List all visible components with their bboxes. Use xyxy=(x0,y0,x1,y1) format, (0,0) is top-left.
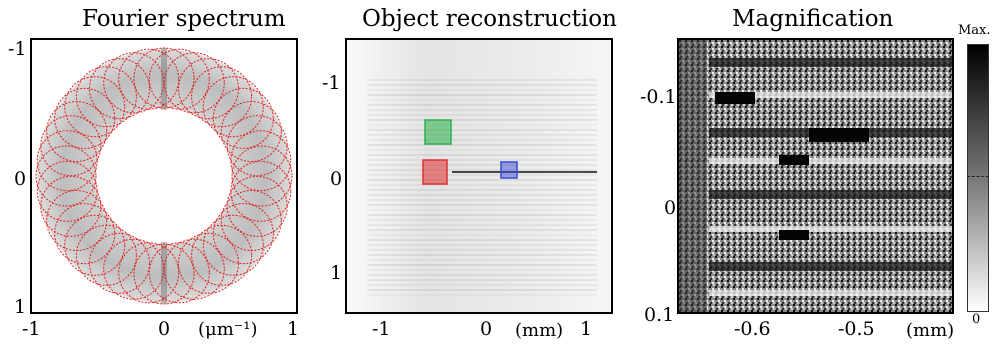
epicycle-loop xyxy=(133,243,195,305)
epicycle-loop xyxy=(231,145,293,207)
epicycle-trace xyxy=(35,47,293,305)
vertical-streak-top xyxy=(161,48,167,110)
panel2-title: Object reconstruction xyxy=(362,6,617,32)
epicycle-loop xyxy=(230,160,292,222)
fourier-spectrum-plot xyxy=(30,38,298,314)
p3-ytick-neg01: -0.1 xyxy=(640,86,677,108)
epicycle-loop xyxy=(178,58,239,120)
annulus-hole xyxy=(96,108,232,244)
epicycle-loop xyxy=(191,224,253,286)
p2-xtick-1: 1 xyxy=(580,318,593,340)
magnification-dark-block xyxy=(715,92,755,104)
magnification-band xyxy=(709,92,952,98)
epicycle-loop xyxy=(202,214,264,276)
p3-xtick-neg06: -0.6 xyxy=(734,318,771,340)
epicycle-loop xyxy=(220,101,282,162)
epicycle-loop xyxy=(54,87,116,149)
epicycle-loop xyxy=(226,175,288,237)
epicycle-loop xyxy=(64,76,126,138)
epicycle-loop xyxy=(46,190,108,251)
epicycle-loop xyxy=(133,47,195,109)
p2-unit: (mm) xyxy=(515,320,564,341)
magnification-band xyxy=(709,158,952,164)
object-background xyxy=(347,40,611,312)
p1-unit: (μm⁻¹) xyxy=(198,319,258,340)
object-streaks xyxy=(367,79,597,296)
vertical-streak-bottom xyxy=(161,242,167,304)
epicycle-loop xyxy=(35,145,97,207)
p2-xtick-neg1: -1 xyxy=(372,318,391,340)
epicycle-loop xyxy=(163,52,225,114)
epicycle-loop xyxy=(36,160,98,222)
p3-ytick-01: 0.1 xyxy=(644,304,675,326)
magnification-plot xyxy=(677,38,954,314)
p3-unit: (mm) xyxy=(906,320,955,341)
epicycle-loop xyxy=(89,58,150,120)
p2-ytick-neg1: -1 xyxy=(322,72,341,94)
p1-ytick-0: 0 xyxy=(14,168,27,190)
magnification-band xyxy=(709,58,952,67)
fourier-spectrum-svg xyxy=(35,47,293,305)
green-box xyxy=(424,119,452,145)
colorbar-midtick xyxy=(967,176,989,177)
p2-ytick-0: 0 xyxy=(330,168,343,190)
magnification-svg xyxy=(679,40,952,312)
magnification-left-column xyxy=(679,40,707,312)
red-box xyxy=(422,159,448,185)
epicycle-loop xyxy=(40,175,102,237)
object-reconstruction-plot xyxy=(345,38,613,314)
p1-xtick-neg1: -1 xyxy=(22,318,41,340)
epicycle-loop xyxy=(103,238,165,300)
p1-xtick-0: 0 xyxy=(158,318,171,340)
magnification-dark-block xyxy=(809,128,869,142)
epicycle-loop xyxy=(54,203,116,265)
epicycle-loop xyxy=(40,115,102,177)
magnification-band xyxy=(709,190,952,199)
epicycle-loop xyxy=(103,52,165,114)
magnification-dark-block xyxy=(779,230,809,240)
p2-ytick-1: 1 xyxy=(330,262,343,284)
object-reconstruction-svg xyxy=(347,40,611,312)
magnification-background xyxy=(679,40,952,312)
magnification-band xyxy=(709,290,952,296)
p3-ytick-0: 0 xyxy=(664,197,677,219)
magnification-dark-block xyxy=(779,155,809,165)
colorbar xyxy=(967,44,989,312)
p3-xtick-neg05: -0.5 xyxy=(838,318,875,340)
p1-ytick-1: 1 xyxy=(14,296,27,318)
p1-xtick-1: 1 xyxy=(287,318,300,340)
epicycle-loop xyxy=(230,130,292,192)
epicycle-loop xyxy=(64,214,126,276)
epicycle-loop xyxy=(118,242,180,304)
colorbar-max-label: Max. xyxy=(958,23,991,38)
epicycle-loop xyxy=(212,87,274,149)
p2-xtick-0: 0 xyxy=(480,318,493,340)
magnification-band xyxy=(709,262,952,271)
epicycle-loop xyxy=(212,203,274,265)
epicycle-loop xyxy=(118,48,180,110)
p1-ytick-neg1: -1 xyxy=(8,38,27,60)
epicycle-loop xyxy=(148,242,210,304)
colorbar-min-label: 0 xyxy=(972,312,981,327)
panel1-title: Fourier spectrum xyxy=(82,6,286,32)
panel3-title: Magnification xyxy=(732,6,894,32)
epicycle-loop xyxy=(148,48,210,110)
epicycle-loop xyxy=(75,66,137,128)
magnification-bands xyxy=(679,40,952,312)
magnification-band xyxy=(709,226,952,232)
blue-box xyxy=(500,161,518,179)
